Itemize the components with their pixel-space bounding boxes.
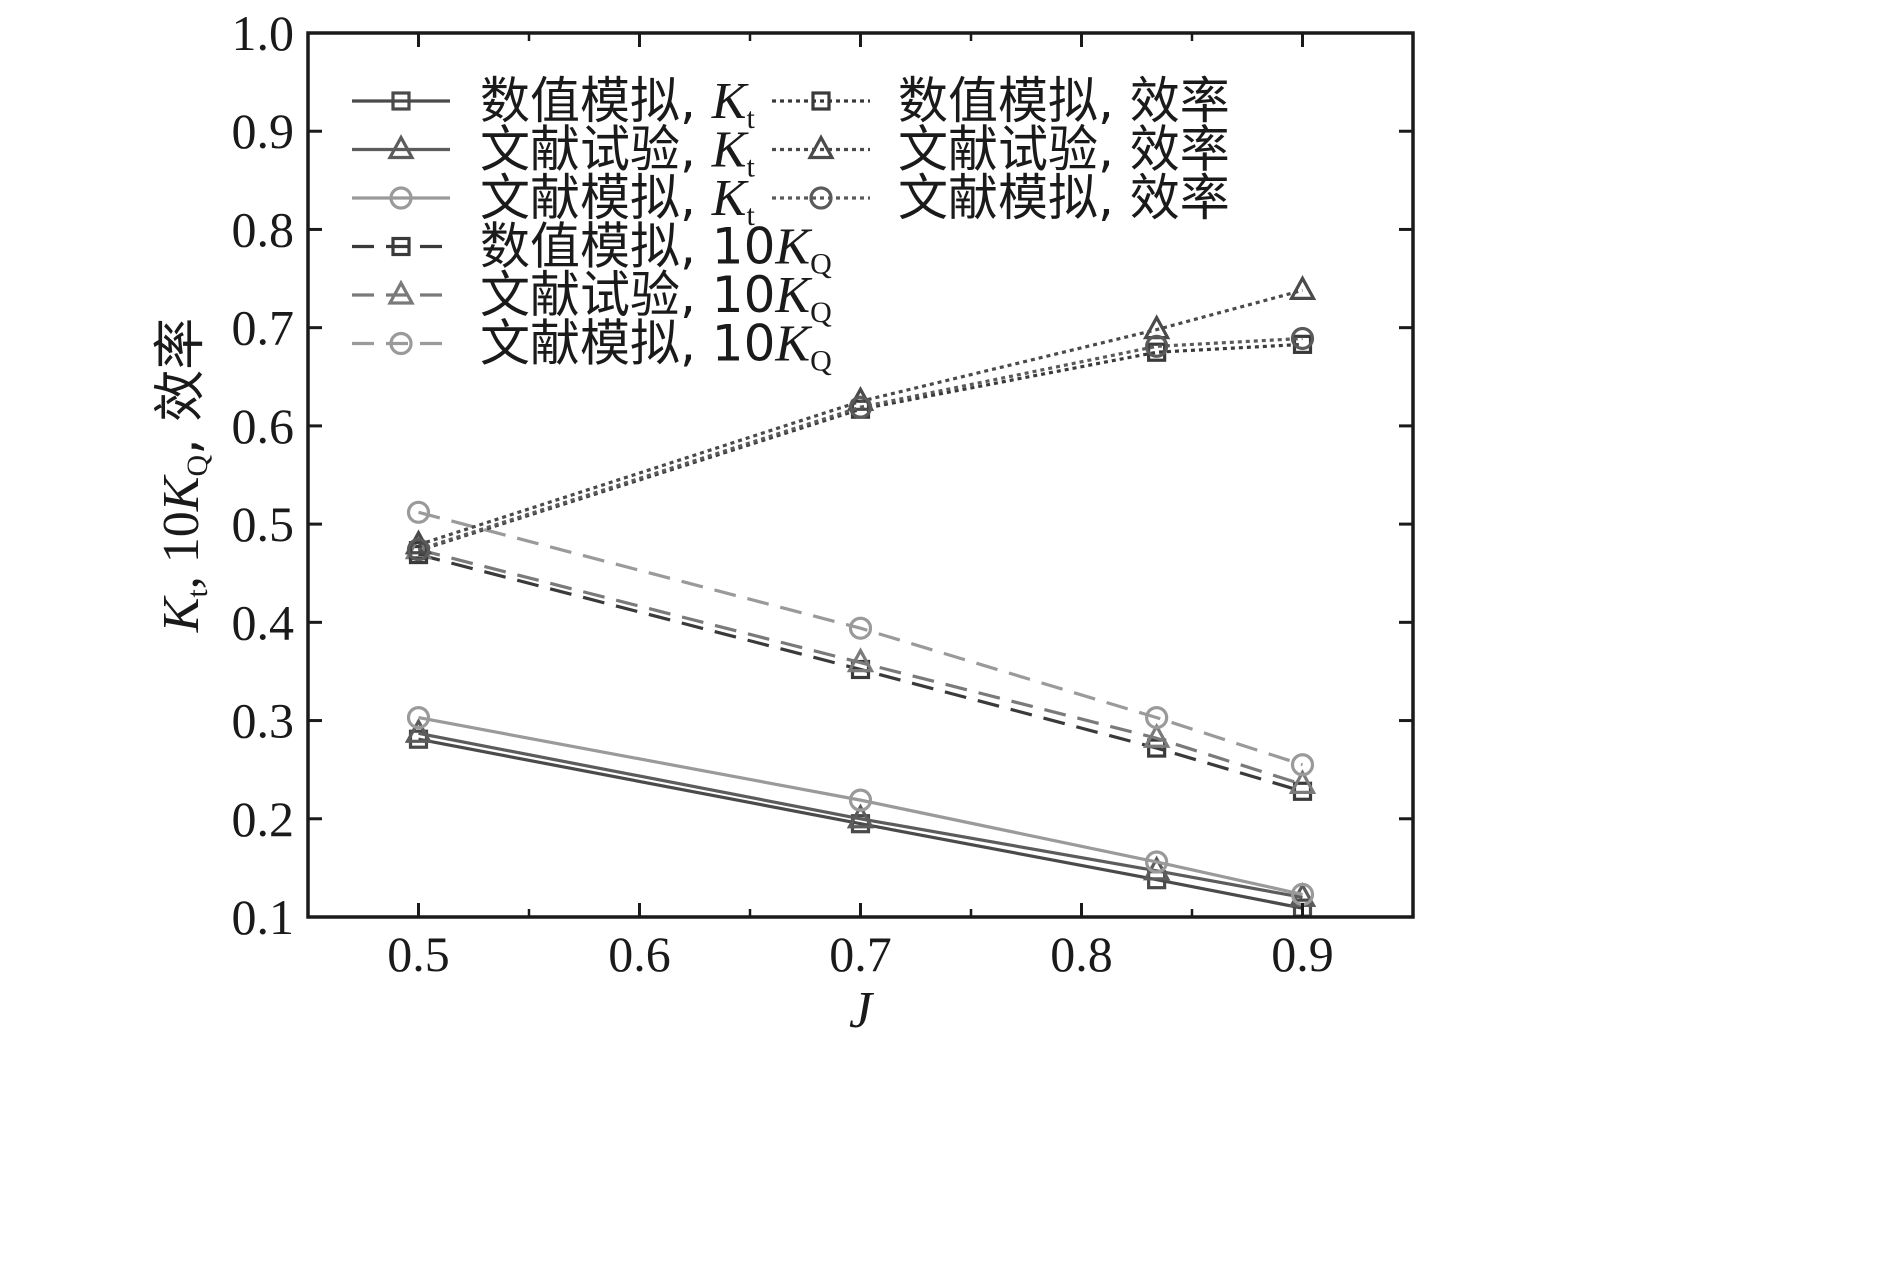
data-point-circle [848, 395, 873, 419]
legend-swatch-marker [389, 186, 413, 210]
data-point-triangle [1288, 769, 1317, 795]
data-point-triangle [846, 803, 875, 829]
legend-swatch-marker [391, 236, 411, 257]
legend-entry: 数值模拟, Kt [352, 72, 755, 135]
y-tick-label: 0.1 [232, 889, 295, 945]
y-axis-label: Kt, 10KQ, 效率 [151, 318, 214, 633]
data-point-triangle [404, 718, 433, 743]
legend-entry: 数值模拟, 效率 [772, 72, 1230, 130]
legend-label: 数值模拟, 10KQ [480, 218, 832, 281]
data-point-circle [406, 706, 431, 730]
legend-swatch-marker [811, 91, 831, 111]
legend-label: 文献试验, Kt [480, 121, 755, 184]
legend-label: 文献试验, 10KQ [480, 266, 832, 329]
series-3 [406, 706, 1315, 907]
series-line [418, 731, 1303, 899]
legend-entry: 文献模拟, 效率 [772, 169, 1230, 227]
series-line [418, 716, 1303, 896]
legend-entry: 文献试验, 10KQ [352, 266, 832, 329]
y-tick-label: 0.6 [232, 398, 295, 454]
y-tick-label: 0.3 [232, 693, 295, 749]
y-axis-label-kq-sub: Q [181, 455, 214, 477]
legend-swatch-marker [387, 134, 415, 160]
series-9 [406, 326, 1315, 562]
series-line [418, 342, 1303, 553]
legend-entry: 文献试验, Kt [352, 121, 755, 184]
data-point-circle [1145, 334, 1169, 358]
plot-frame [306, 31, 1415, 919]
data-point-circle [1290, 753, 1315, 777]
y-tick-label: 0.2 [232, 791, 295, 847]
data-point-circle [406, 500, 431, 524]
legend-label: 数值模拟, 效率 [898, 72, 1230, 130]
data-point-triangle [846, 647, 875, 673]
legend-entry: 文献模拟, 10KQ [352, 315, 832, 378]
y-axis-label-k-sub: t [181, 589, 214, 598]
x-axis-label: J [849, 982, 875, 1039]
y-tick-label: 0.9 [232, 103, 295, 159]
y-tick-label: 0.7 [232, 300, 295, 356]
data-point-circle [1145, 706, 1169, 730]
series-6 [406, 500, 1315, 777]
legend-swatch-marker [387, 279, 415, 305]
y-axis-label-mid: , 10 [153, 511, 210, 589]
data-point-circle [848, 788, 873, 812]
legend-label: 文献模拟, 10KQ [480, 315, 832, 378]
legend-swatch-marker [391, 91, 411, 111]
x-tick-label: 0.8 [1050, 926, 1113, 982]
x-tick-label: 0.9 [1271, 926, 1334, 982]
series-line [418, 336, 1303, 552]
series-layer [404, 275, 1317, 918]
x-tick-label: 0.5 [387, 926, 450, 982]
y-tick-label: 0.4 [232, 594, 295, 650]
y-axis-label-tail: , 效率 [151, 318, 211, 455]
legend-label: 文献试验, 效率 [898, 121, 1230, 179]
legend-entry: 数值模拟, 10KQ [352, 218, 832, 281]
legend-swatch-marker [389, 331, 413, 356]
y-axis-label-kq: K [153, 474, 210, 512]
y-tick-label: 1.0 [232, 5, 295, 61]
data-point-square [1147, 738, 1167, 758]
legend-entry: 文献模拟, Kt [352, 169, 755, 232]
data-point-triangle [1288, 275, 1317, 300]
series-line [418, 737, 1303, 910]
series-line [418, 288, 1303, 547]
legend-label: 数值模拟, Kt [480, 72, 755, 135]
legend-label: 文献模拟, Kt [480, 169, 755, 232]
x-tick-label: 0.7 [829, 926, 892, 982]
y-axis-label-k: K [153, 595, 210, 633]
data-point-circle [848, 616, 873, 640]
y-tick-label: 0.5 [232, 496, 295, 552]
legend-swatch-marker [809, 186, 833, 210]
legend-entry: 文献试验, 效率 [772, 121, 1230, 179]
legend-swatch-marker [807, 134, 835, 160]
data-point-square [408, 729, 429, 749]
x-tick-label: 0.6 [608, 926, 671, 982]
y-tick-label: 0.8 [232, 201, 295, 257]
data-point-circle [406, 538, 431, 562]
data-point-triangle [1142, 722, 1171, 748]
legend-label: 文献模拟, 效率 [898, 169, 1230, 227]
tick-layer: 0.5 0.6 0.7 0.8 0.9 0.1 0.2 0.3 0.4 0.5 0.6 0.7 0.8 0… [232, 5, 1415, 982]
data-point-circle [1145, 850, 1169, 874]
data-point-circle [1290, 326, 1315, 351]
